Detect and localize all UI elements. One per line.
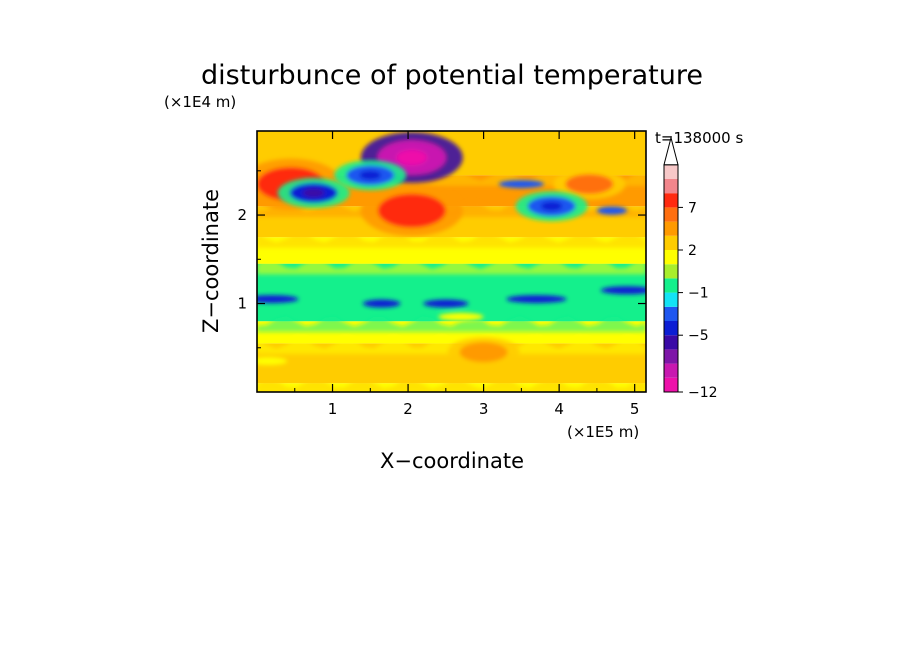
heatmap-field bbox=[257, 131, 646, 392]
colorbar-swatch bbox=[664, 193, 678, 208]
heatmap-feature bbox=[515, 191, 588, 222]
x-axis: 1 2 3 4 5 bbox=[294, 131, 640, 418]
heatmap-feature bbox=[447, 337, 520, 368]
y-axis: 12 bbox=[237, 170, 646, 349]
colorbar-swatch bbox=[664, 179, 678, 194]
colorbar-tick-label: −12 bbox=[688, 385, 718, 401]
colorbar-swatch bbox=[664, 250, 678, 265]
heatmap-streak bbox=[423, 299, 469, 308]
heatmap-streak bbox=[362, 299, 401, 308]
colorbar: −12−5−127 bbox=[663, 135, 718, 401]
colorbar-swatch bbox=[664, 363, 678, 378]
heatmap-streak bbox=[498, 180, 545, 189]
heatmap-streak bbox=[438, 312, 484, 321]
colorbar-swatch bbox=[664, 264, 678, 279]
x-tick-label: 2 bbox=[403, 400, 413, 418]
colorbar-tick-label: 7 bbox=[688, 200, 697, 216]
heatmap-band-edge bbox=[257, 315, 646, 332]
x-tick-label: 1 bbox=[328, 400, 338, 418]
time-label: t=138000 s bbox=[655, 129, 743, 147]
y-unit-label: (×1E4 m) bbox=[164, 93, 236, 111]
colorbar-swatch bbox=[664, 235, 678, 250]
colorbar-tick-label: 2 bbox=[688, 243, 697, 259]
colorbar-tick-label: −5 bbox=[688, 328, 709, 344]
x-tick-label: 5 bbox=[630, 400, 640, 418]
heatmap-band-edge bbox=[257, 231, 646, 248]
y-tick-label: 1 bbox=[237, 295, 247, 313]
colorbar-swatch bbox=[664, 221, 678, 236]
colorbar-swatch bbox=[664, 292, 678, 307]
heatmap-feature bbox=[334, 160, 407, 191]
x-axis-label: X−coordinate bbox=[380, 449, 524, 473]
colorbar-swatch bbox=[664, 306, 678, 321]
heatmap-band-edge bbox=[257, 258, 646, 275]
heatmap-band-edge bbox=[257, 377, 646, 392]
heatmap-feature bbox=[553, 169, 626, 200]
x-tick-label: 3 bbox=[479, 400, 489, 418]
y-tick-label: 2 bbox=[237, 206, 247, 224]
colorbar-swatch bbox=[664, 377, 678, 392]
x-unit-label: (×1E5 m) bbox=[567, 423, 639, 441]
heatmap-streak bbox=[600, 286, 646, 295]
colorbar-swatch bbox=[664, 349, 678, 364]
heatmap-streak bbox=[257, 357, 288, 366]
heatmap-feature bbox=[360, 185, 463, 237]
heatmap-streak bbox=[596, 206, 628, 215]
chart-title: disturbunce of potential temperature bbox=[201, 60, 703, 91]
heatmap-features bbox=[257, 132, 646, 368]
colorbar-swatch bbox=[664, 164, 678, 179]
plot-frame bbox=[256, 130, 647, 393]
colorbar-swatch bbox=[664, 321, 678, 336]
colorbar-swatch bbox=[664, 278, 678, 293]
colorbar-swatch bbox=[664, 207, 678, 222]
colorbar-tick-label: −1 bbox=[688, 286, 709, 302]
y-axis-label: Z−coordinate bbox=[199, 189, 223, 333]
x-tick-label: 4 bbox=[554, 400, 564, 418]
heatmap-feature bbox=[277, 177, 350, 208]
colorbar-extend-arrow bbox=[663, 135, 679, 166]
heatmap-streak bbox=[257, 295, 299, 304]
colorbar-swatch bbox=[664, 335, 678, 350]
heatmap-streak bbox=[506, 295, 567, 304]
